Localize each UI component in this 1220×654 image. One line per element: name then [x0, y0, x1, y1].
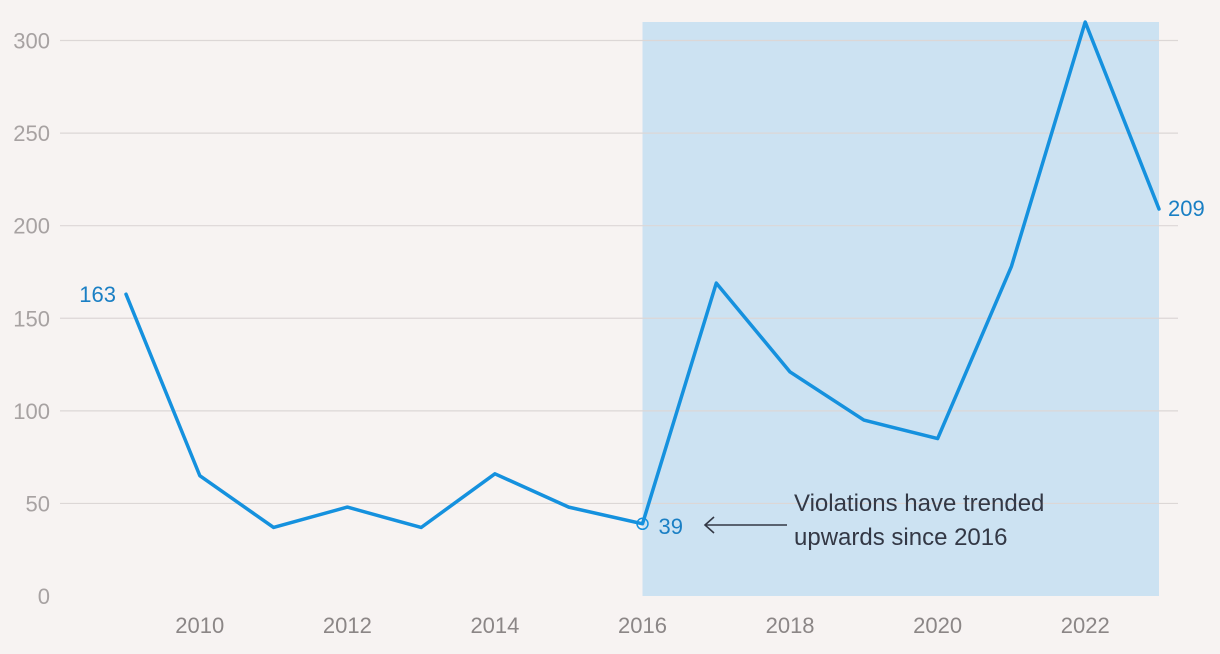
data-point-2019 [862, 418, 866, 422]
data-point-2023 [1157, 207, 1161, 211]
x-tick-label-2022: 2022 [1061, 613, 1110, 638]
data-point-2011 [272, 525, 276, 529]
annotation-point-marker [636, 517, 649, 531]
data-point-2018 [788, 370, 792, 374]
data-point-2013 [419, 525, 423, 529]
series-line-violations [124, 20, 1161, 530]
annotation-text-line-2: upwards since 2016 [794, 524, 1007, 551]
y-tick-label-0: 0 [38, 584, 50, 609]
y-tick-label-50: 50 [26, 491, 50, 516]
data-point-2012 [345, 505, 349, 509]
data-point-2009 [124, 292, 128, 296]
data-point-2020 [936, 437, 940, 441]
y-tick-label-150: 150 [13, 306, 50, 331]
annotation-text-line-1: Violations have trended [794, 490, 1044, 517]
x-tick-label-2016: 2016 [618, 613, 667, 638]
data-point-2017 [714, 281, 718, 285]
data-point-2014 [493, 472, 497, 476]
x-tick-label-2020: 2020 [913, 613, 962, 638]
data-label-2023: 209 [1168, 196, 1205, 221]
y-tick-label-200: 200 [13, 214, 50, 239]
y-tick-label-250: 250 [13, 121, 50, 146]
data-label-2016: 39 [659, 514, 683, 539]
data-label-2009: 163 [79, 282, 116, 307]
highlight-region [642, 22, 1159, 596]
x-tick-label-2010: 2010 [175, 613, 224, 638]
data-point-2015 [567, 505, 571, 509]
annotation-arrow-head [703, 516, 715, 534]
data-point-2022 [1083, 20, 1087, 24]
x-tick-label-2014: 2014 [470, 613, 519, 638]
data-point-2021 [1009, 264, 1013, 268]
y-tick-label-100: 100 [13, 399, 50, 424]
data-point-2010 [198, 474, 202, 478]
x-tick-label-2018: 2018 [766, 613, 815, 638]
x-tick-label-2012: 2012 [323, 613, 372, 638]
y-tick-label-300: 300 [13, 29, 50, 54]
data-point-2016 [641, 522, 645, 526]
